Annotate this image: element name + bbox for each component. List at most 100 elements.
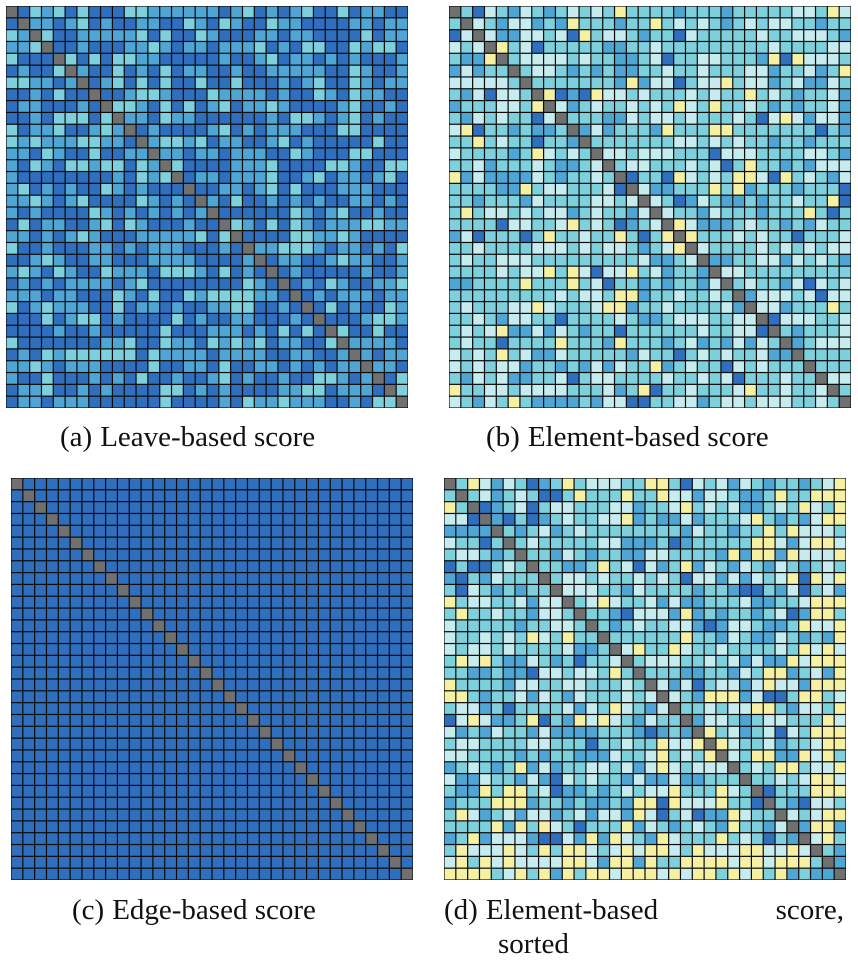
heatmap-cell [745,290,756,301]
heatmap-cell [662,6,674,18]
heatmap-cell [319,644,330,655]
heatmap-cell [496,160,508,171]
heatmap-cell [113,266,124,278]
heatmap-cell [231,148,242,160]
heatmap-cell [200,726,212,738]
heatmap-cell [556,290,567,301]
heatmap-cell [283,573,295,584]
heatmap-cell [195,396,207,408]
heatmap-cell [473,373,484,384]
heatmap-cell [444,845,456,856]
heatmap-cell [816,124,827,136]
heatmap-cell [626,101,638,112]
heatmap-cell [124,290,136,301]
heatmap-cell [89,160,100,171]
heatmap-cell [231,77,242,89]
heatmap-cell [704,703,716,714]
heatmap-cell [129,585,141,596]
heatmap-cell [633,585,645,596]
heatmap-cell [136,113,148,124]
heatmap-cell [401,585,413,596]
heatmap-cell [692,845,704,856]
heatmap-cell [354,738,366,750]
heatmap-cell [106,868,117,880]
heatmap-cell [503,715,515,726]
heatmap-cell [295,774,306,785]
heatmap-cell [254,302,266,313]
heatmap-cell [248,856,259,868]
heatmap-cell [822,750,834,762]
heatmap-cell [42,101,53,112]
heatmap-cell [757,396,768,408]
heatmap-cell [567,302,579,313]
heatmap-cell [18,136,30,148]
heatmap-cell [491,691,503,703]
heatmap-cell [207,101,219,112]
heatmap-cell [740,502,751,513]
heatmap-cell [271,620,283,632]
heatmap-cell [6,243,18,254]
heatmap-cell [136,302,148,313]
heatmap-cell [389,573,401,584]
heatmap-cell [129,821,141,833]
heatmap-cell [183,349,195,361]
heatmap-cell [662,290,674,301]
heatmap-cell [113,290,124,301]
heatmap-cell [621,620,633,632]
heatmap-cell [621,549,633,561]
heatmap-cell [551,809,562,821]
heatmap-cell [574,750,586,762]
heatmap-cell [662,337,674,349]
heatmap-cell [266,302,278,313]
heatmap-cell [626,53,638,65]
heatmap-cell [113,101,124,112]
heatmap-cell [485,290,496,301]
heatmap-cell [212,703,224,714]
heatmap-cell [527,644,538,655]
heatmap-cell [354,525,366,537]
heatmap-cell [212,750,224,762]
heatmap-cell [827,373,839,384]
heatmap-cell [337,30,349,41]
heatmap-cell [177,809,188,821]
heatmap-cell [30,278,41,290]
heatmap-cell [603,89,614,100]
heatmap-cell [485,207,496,219]
heatmap-cell [11,774,23,785]
heatmap-cell [160,124,171,136]
heatmap-cell [47,738,58,750]
heatmap-cell [77,325,89,337]
heatmap-cell [89,302,100,313]
heatmap-cell [295,833,306,844]
heatmap-cell [94,833,105,844]
heatmap-cell [532,231,543,242]
heatmap-cell [515,797,527,809]
heatmap-cell [704,561,716,572]
heatmap-cell [449,42,461,53]
heatmap-cell [254,278,266,290]
heatmap-cell [337,53,349,65]
heatmap-cell [330,715,342,726]
heatmap-cell [47,502,58,513]
heatmap-cell [567,6,579,18]
heatmap-cell [224,774,236,785]
heatmap-cell [141,715,153,726]
heatmap-cell [373,136,384,148]
heatmap-cell [136,384,148,396]
heatmap-cell [768,42,780,53]
heatmap-cell [82,561,94,572]
heatmap-cell [449,160,461,171]
heatmap-cell [177,632,188,643]
heatmap-cell [30,207,41,219]
heatmap-cell [508,160,520,171]
heatmap-cell [30,302,41,313]
heatmap-cell [591,89,603,100]
heatmap-cell [70,502,82,513]
heatmap-cell [361,219,372,231]
heatmap-cell [224,833,236,844]
heatmap-cell [342,561,354,572]
heatmap-cell [354,797,366,809]
heatmap-cell [200,525,212,537]
heatmap-cell [349,373,361,384]
heatmap-cell [259,644,271,655]
